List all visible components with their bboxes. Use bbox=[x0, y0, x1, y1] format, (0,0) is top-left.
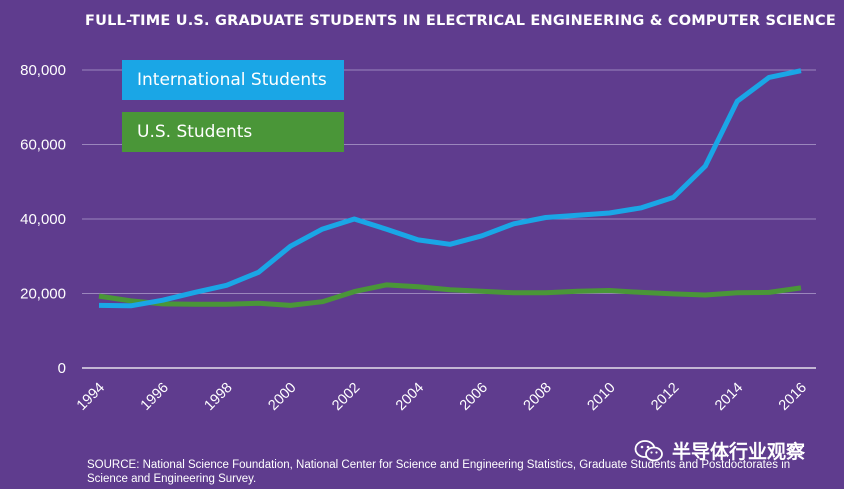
y-tick-label: 60,000 bbox=[20, 137, 66, 154]
x-tick-label: 1998 bbox=[202, 380, 236, 414]
gridlines bbox=[82, 69, 816, 369]
y-tick-label: 40,000 bbox=[20, 211, 66, 228]
watermark-text: 半导体行业观察 bbox=[672, 441, 806, 463]
y-tick-label: 20,000 bbox=[20, 286, 66, 303]
x-tick-label: 2012 bbox=[648, 380, 682, 414]
source-note: SOURCE: National Science Foundation, Nat… bbox=[87, 459, 791, 485]
y-tick-label: 80,000 bbox=[20, 62, 66, 79]
series-lines bbox=[98, 68, 802, 309]
x-tick-label: 2004 bbox=[393, 380, 427, 414]
x-axis-ticks: 1994 1996 1998 2000 2002 2004 2006 2008 2010 2012… bbox=[74, 380, 810, 414]
y-tick-label: 0 bbox=[58, 360, 66, 377]
x-tick-label: 2006 bbox=[457, 380, 491, 414]
x-tick-label: 2014 bbox=[712, 380, 746, 414]
x-tick-label: 2002 bbox=[329, 380, 363, 414]
legend-label-international: International Students bbox=[137, 70, 327, 90]
chart-title: FULL-TIME U.S. GRADUATE STUDENTS IN ELEC… bbox=[85, 13, 836, 29]
wechat-icon bbox=[634, 439, 663, 461]
x-tick-label: 2010 bbox=[584, 380, 618, 414]
legend-international-students: International Students bbox=[122, 60, 344, 100]
series-line-us-students bbox=[98, 282, 802, 308]
x-tick-label: 2008 bbox=[521, 380, 555, 414]
x-tick-label: 2016 bbox=[776, 380, 810, 414]
x-tick-label: 1994 bbox=[74, 380, 108, 414]
legend-us-students: U.S. Students bbox=[122, 112, 344, 152]
series-line-international-students bbox=[98, 68, 802, 309]
legend-label-us: U.S. Students bbox=[137, 122, 253, 142]
y-axis-ticks: 0 20,000 40,000 60,000 80,000 bbox=[20, 62, 66, 377]
watermark: 半导体行业观察 bbox=[634, 437, 805, 464]
x-tick-label: 1996 bbox=[138, 380, 172, 414]
x-tick-label: 2000 bbox=[265, 380, 299, 414]
